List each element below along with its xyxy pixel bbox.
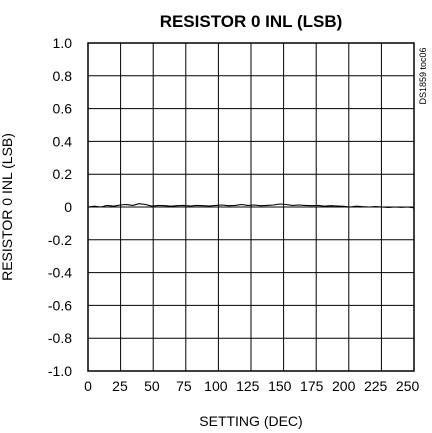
y-axis-label: RESISTOR 0 INL (LSB) — [0, 133, 15, 281]
x-tick-label: 0 — [84, 378, 92, 394]
y-tick-label: 0.8 — [53, 68, 73, 84]
chart-title: RESISTOR 0 INL (LSB) — [160, 12, 343, 31]
y-tick-label: 0 — [64, 199, 72, 215]
y-tick-label: -1.0 — [48, 363, 72, 379]
x-tick-label: 50 — [144, 378, 160, 394]
tick-labels: 0 25 50 75 100 125 150 175 200 225 250 1.0 0.8 0.6 0.4… — [48, 35, 420, 394]
x-axis-label: SETTING (DEC) — [199, 413, 302, 429]
grid — [88, 43, 414, 371]
x-tick-label: 225 — [364, 378, 388, 394]
x-tick-label: 150 — [268, 378, 292, 394]
series-group — [87, 203, 415, 209]
y-tick-label: -0.8 — [48, 330, 72, 346]
y-tick-label: 1.0 — [53, 35, 73, 51]
figure-id: DS1859 toc06 — [418, 47, 428, 104]
x-tick-label: 100 — [204, 378, 228, 394]
plot-frame — [87, 42, 415, 372]
x-tick-label: 175 — [300, 378, 324, 394]
y-tick-label: -0.6 — [48, 297, 72, 313]
y-tick-label: 0.2 — [53, 166, 73, 182]
y-tick-label: -0.2 — [48, 232, 72, 248]
y-tick-label: 0.6 — [53, 101, 73, 117]
inl-series-line — [87, 203, 415, 209]
y-tick-label: -0.4 — [48, 265, 72, 281]
x-tick-label: 250 — [396, 378, 420, 394]
x-tick-label: 125 — [236, 378, 260, 394]
x-tick-label: 200 — [332, 378, 356, 394]
x-tick-label: 25 — [112, 378, 128, 394]
x-tick-label: 75 — [176, 378, 192, 394]
y-tick-label: 0.4 — [53, 133, 73, 149]
